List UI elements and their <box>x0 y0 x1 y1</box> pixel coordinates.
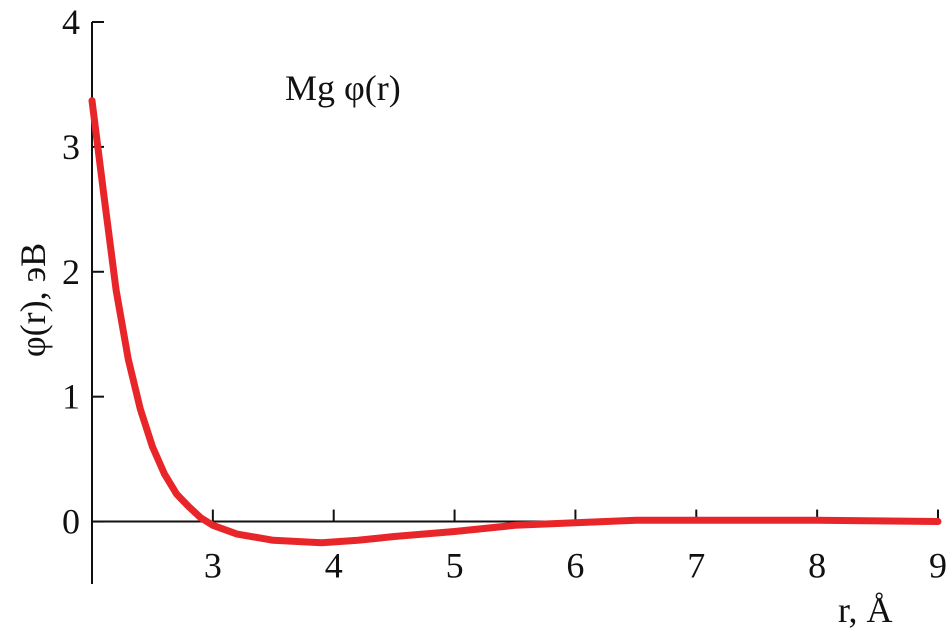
x-tick-label: 5 <box>446 546 464 586</box>
y-tick-label: 4 <box>62 2 80 42</box>
x-tick-label: 4 <box>325 546 343 586</box>
x-tick-label: 7 <box>687 546 705 586</box>
y-tick-label: 1 <box>62 377 80 417</box>
y-tick-label: 0 <box>62 502 80 542</box>
x-tick-label: 3 <box>204 546 222 586</box>
x-tick-label: 8 <box>808 546 826 586</box>
y-tick-label: 2 <box>62 252 80 292</box>
y-axis-label: φ(r), эВ <box>13 243 53 357</box>
x-axis-label: r, Å <box>838 590 893 630</box>
y-tick-label: 3 <box>62 127 80 167</box>
line-series <box>88 97 942 547</box>
chart-title: Mg φ(r) <box>285 68 401 108</box>
x-tick-label: 9 <box>929 546 947 586</box>
x-tick-label: 6 <box>566 546 584 586</box>
